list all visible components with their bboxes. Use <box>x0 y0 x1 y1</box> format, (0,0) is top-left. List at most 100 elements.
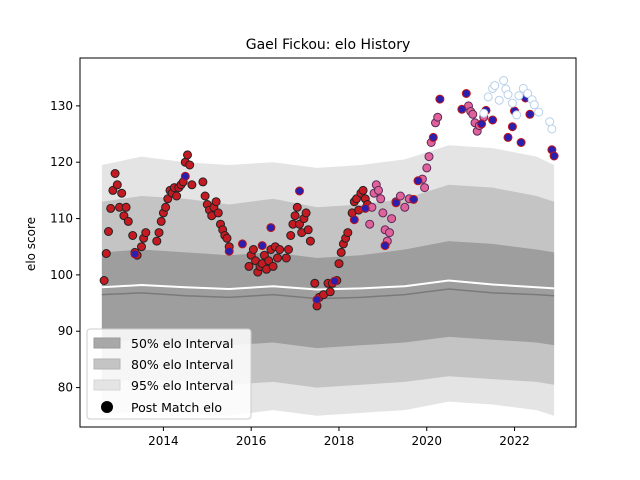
legend: 50% elo Interval 80% elo Interval 95% el… <box>86 328 252 420</box>
elo-point-series-1 <box>268 261 278 271</box>
elo-point-series-4 <box>479 108 489 118</box>
elo-point-series-1 <box>310 278 320 288</box>
elo-point-series-3 <box>516 138 526 147</box>
elo-point-series-1 <box>222 233 232 243</box>
elo-point-series-1 <box>137 242 146 252</box>
elo-point-series-3 <box>457 104 467 114</box>
elo-point-series-2 <box>400 202 410 212</box>
elo-point-series-1 <box>273 253 282 263</box>
elo-point-series-2 <box>385 228 394 238</box>
elo-point-series-1 <box>112 180 122 190</box>
elo-point-series-1 <box>303 225 313 235</box>
elo-point-series-2 <box>365 219 375 229</box>
elo-point-series-3 <box>349 215 359 225</box>
elo-point-series-1 <box>104 227 113 236</box>
elo-point-series-1 <box>183 150 192 160</box>
elo-point-series-1 <box>248 245 258 254</box>
elo-point-series-3 <box>295 186 304 196</box>
elo-point-series-1 <box>200 191 210 201</box>
legend-frame <box>86 328 252 420</box>
elo-point-series-3 <box>461 89 471 98</box>
elo-point-series-2 <box>468 109 478 119</box>
elo-point-series-1 <box>161 202 171 212</box>
elo-point-series-1 <box>325 287 335 297</box>
y-tick-label: 100 <box>50 268 73 282</box>
y-tick-label: 110 <box>50 212 73 226</box>
y-tick-label: 80 <box>58 381 73 395</box>
mean-line <box>101 279 555 291</box>
x-tick-label: 2014 <box>148 434 179 448</box>
elo-point-series-3 <box>428 132 438 142</box>
elo-point-series-1 <box>172 191 182 201</box>
legend-marker-post-match <box>101 401 113 413</box>
elo-point-series-1 <box>290 211 300 221</box>
elo-point-series-1 <box>301 208 311 218</box>
elo-point-series-1 <box>305 236 315 246</box>
y-tick-label: 90 <box>58 324 73 338</box>
x-tick-label: 2020 <box>411 434 442 448</box>
axes-frame <box>79 57 577 428</box>
elo-point-series-4 <box>534 107 544 117</box>
elo-point-series-1 <box>128 231 138 240</box>
elo-point-series-3 <box>488 115 498 125</box>
elo-point-series-4 <box>499 76 509 85</box>
elo-point-series-1 <box>275 245 285 254</box>
elo-point-series-3 <box>391 198 401 208</box>
elo-point-series-4 <box>512 110 522 120</box>
elo-point-series-1 <box>141 228 151 238</box>
elo-point-series-3 <box>503 132 513 142</box>
legend-label-50: 50% elo Interval <box>131 336 233 351</box>
elo-point-series-1 <box>244 261 254 271</box>
elo-point-series-2 <box>433 112 443 122</box>
chart-title: Gael Fickou: elo History <box>246 37 411 53</box>
elo-point-series-1 <box>187 180 197 190</box>
legend-label-95: 95% elo Interval <box>131 378 233 393</box>
elo-point-series-1 <box>156 216 166 226</box>
elo-point-series-3 <box>435 94 445 104</box>
elo-point-series-2 <box>424 152 434 162</box>
elo-point-series-2 <box>395 191 405 201</box>
elo-point-series-3 <box>409 194 419 204</box>
elo-point-series-1 <box>211 197 221 207</box>
legend-swatch-95 <box>93 379 121 391</box>
elo-point-series-1 <box>117 188 127 198</box>
elo-point-series-3 <box>312 295 322 305</box>
elo-point-series-3 <box>330 276 340 286</box>
elo-point-series-4 <box>547 124 557 134</box>
elo-point-series-3 <box>477 119 487 129</box>
elo-point-series-3 <box>237 239 247 249</box>
elo-point-series-4 <box>507 98 517 108</box>
elo-point-series-1 <box>336 247 346 257</box>
elo-point-series-4 <box>483 92 493 102</box>
x-tick-label: 2016 <box>236 434 267 448</box>
legend-label-80: 80% elo Interval <box>131 357 233 372</box>
legend-label-post-match: Post Match elo <box>131 400 222 415</box>
y-tick-label: 130 <box>50 99 73 113</box>
elo-point-series-1 <box>281 253 291 263</box>
elo-point-series-2 <box>422 163 432 173</box>
elo-point-series-2 <box>376 194 386 204</box>
elo-point-series-1 <box>198 177 208 187</box>
elo-point-series-2 <box>420 183 430 193</box>
elo-point-series-1 <box>286 231 296 240</box>
elo-point-series-1 <box>99 276 109 285</box>
elo-point-series-4 <box>529 100 539 110</box>
elo-point-series-1 <box>358 185 368 195</box>
elo-point-series-2 <box>378 208 388 218</box>
elo-point-series-3 <box>413 176 423 186</box>
elo-point-series-1 <box>185 160 195 170</box>
elo-point-series-1 <box>123 216 133 226</box>
elo-point-series-1 <box>106 203 116 213</box>
elo-point-series-3 <box>507 122 517 132</box>
elo-point-series-2 <box>374 185 383 195</box>
x-tick-label: 2022 <box>499 434 530 448</box>
elo-point-series-1 <box>343 228 353 238</box>
elo-point-series-3 <box>257 241 267 251</box>
elo-point-series-4 <box>523 89 533 98</box>
elo-point-series-3 <box>130 249 140 259</box>
y-axis-label: elo score <box>24 217 38 271</box>
elo-point-series-1 <box>154 228 164 238</box>
elo-point-series-4 <box>494 95 504 105</box>
elo-point-series-1 <box>101 249 111 258</box>
elo-point-series-1 <box>284 245 293 254</box>
